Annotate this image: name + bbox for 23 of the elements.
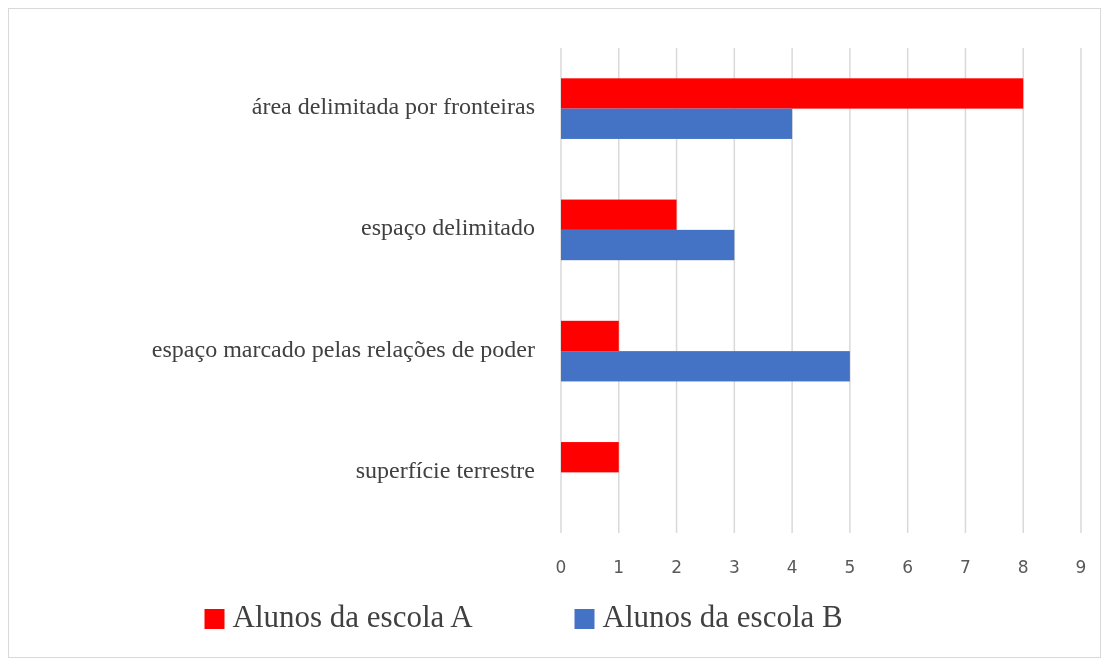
x-tick-label: 8	[1017, 557, 1029, 577]
y-tick-label: superfície terrestre	[355, 456, 535, 483]
x-tick-label: 1	[613, 557, 625, 577]
x-tick-label: 2	[671, 557, 682, 577]
x-tick-label: 3	[728, 557, 740, 577]
bar	[561, 442, 619, 473]
x-tick-label: 6	[902, 557, 914, 577]
x-tick-label: 9	[1075, 557, 1087, 577]
bar	[561, 229, 735, 261]
x-tick-label: 7	[960, 557, 971, 577]
bar	[561, 199, 677, 230]
bar	[561, 108, 793, 139]
bar	[561, 78, 1024, 109]
x-tick-label: 4	[786, 557, 798, 577]
y-tick-label: espaço marcado pelas relações de poder	[151, 335, 535, 362]
legend-label: Alunos da escola B	[602, 599, 843, 635]
x-tick-label: 5	[844, 557, 856, 577]
legend-label: Alunos da escola A	[232, 599, 474, 635]
y-tick-label: área delimitada por fronteiras	[251, 93, 535, 120]
y-tick-label: espaço delimitado	[361, 214, 535, 241]
bar	[561, 320, 619, 352]
bar	[561, 351, 850, 382]
x-tick-label: 0	[555, 557, 567, 577]
